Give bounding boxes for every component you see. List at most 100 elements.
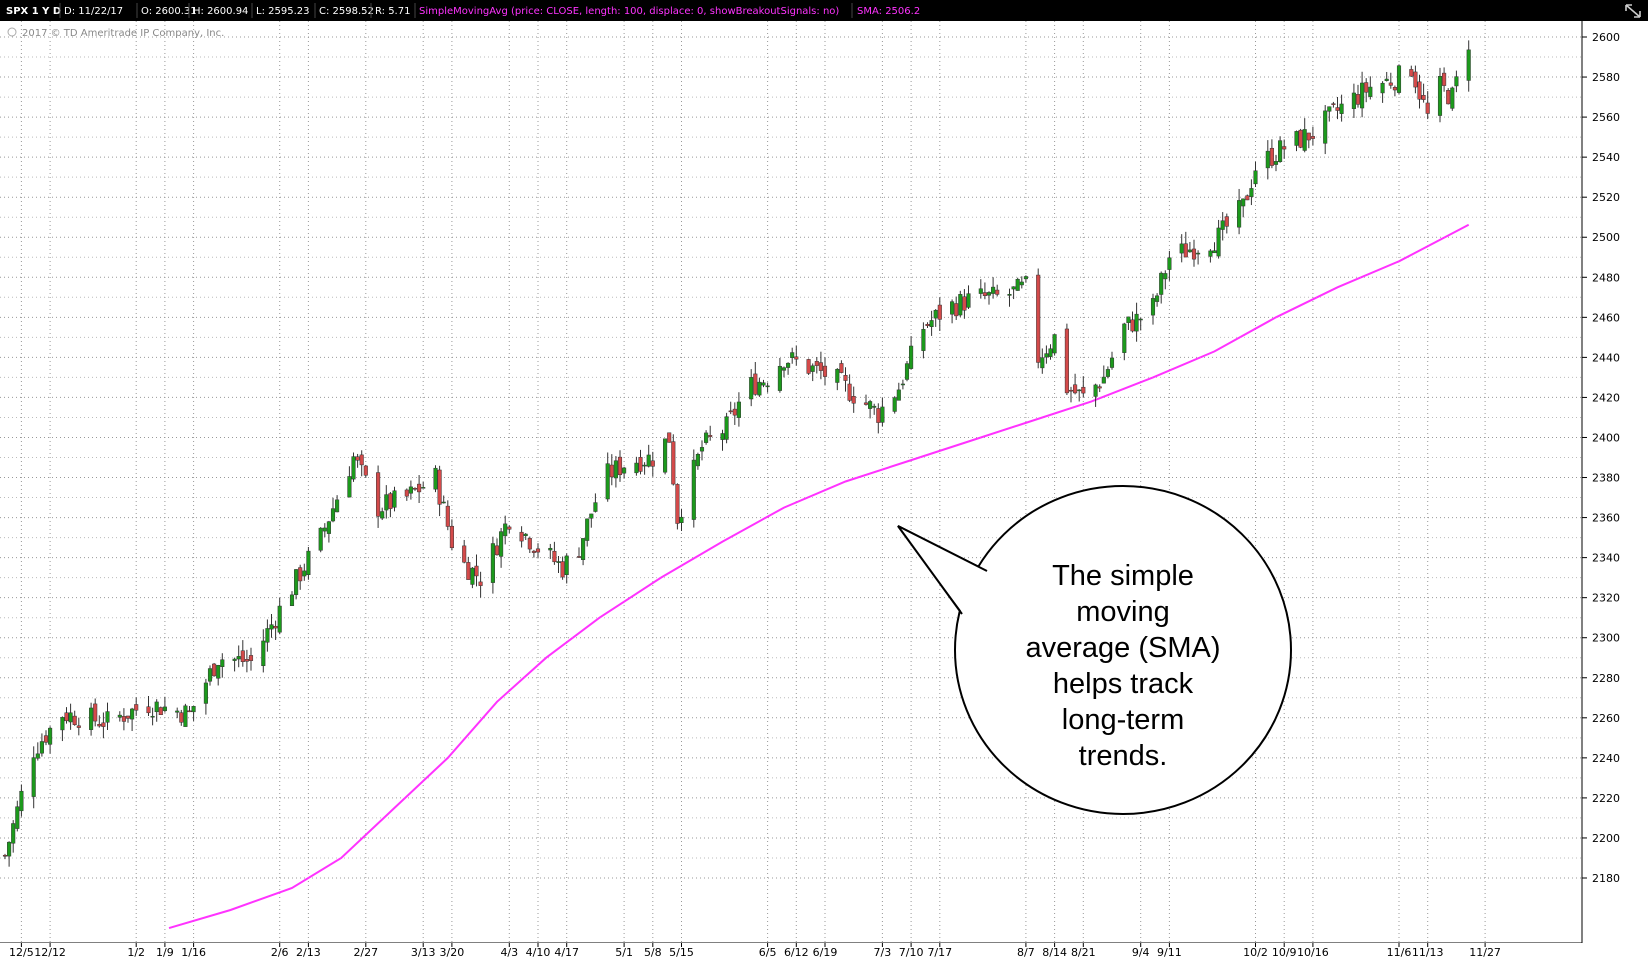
candle-body — [117, 714, 122, 718]
y-tick-label: 2520 — [1592, 191, 1620, 204]
candle-body — [1368, 86, 1373, 97]
candle-body — [421, 487, 426, 489]
candle-body — [35, 753, 40, 759]
candle-body — [76, 725, 81, 728]
candle-body — [732, 408, 737, 416]
study-label[interactable]: SimpleMovingAvg (price: CLOSE, length: 1… — [419, 6, 839, 17]
x-tick-label: 10/9 — [1272, 946, 1297, 958]
candle-body — [64, 712, 69, 722]
candle-body — [560, 561, 565, 578]
candle-body — [1273, 161, 1279, 165]
candle-body — [408, 486, 413, 494]
candle-body — [11, 823, 16, 844]
close-label: C: 2598.52 — [319, 6, 374, 17]
symbol-label[interactable]: SPX 1 Y D — [6, 6, 61, 17]
candle-body — [437, 469, 442, 505]
candle-body — [1466, 49, 1471, 81]
candle-body — [499, 531, 504, 557]
candle-body — [613, 460, 618, 479]
candle-body — [1073, 384, 1078, 394]
sma-line — [168, 223, 1470, 930]
candle-body — [1450, 87, 1455, 109]
candle-body — [675, 484, 680, 524]
x-tick-label: 6/19 — [813, 946, 838, 958]
candle-body — [929, 320, 934, 327]
candle-body — [1101, 376, 1106, 384]
candle-body — [48, 727, 53, 745]
candle-body — [1048, 348, 1053, 357]
candle-body — [441, 501, 446, 504]
candle-body — [97, 724, 102, 727]
candle-body — [154, 701, 159, 713]
grid — [0, 21, 1582, 943]
candle-body — [708, 435, 713, 437]
candle-body — [1245, 195, 1250, 201]
candle-body — [1355, 94, 1361, 105]
candle-body — [531, 550, 536, 553]
candle-body — [527, 538, 532, 550]
collapse-icon[interactable] — [1620, 1, 1644, 21]
candle-body — [507, 526, 512, 530]
candle-body — [609, 464, 614, 478]
candle-body — [1036, 274, 1041, 363]
range-label: R: 5.71 — [375, 6, 410, 17]
candle-body — [1081, 386, 1086, 394]
candle-body — [1323, 110, 1328, 144]
candle-body — [43, 735, 49, 743]
candle-body — [125, 715, 131, 719]
candle-body — [704, 432, 709, 443]
candle-body — [794, 356, 799, 360]
candle-body — [1109, 357, 1115, 368]
x-tick-label: 4/17 — [554, 946, 579, 958]
candle-body — [15, 806, 20, 829]
x-tick-label: 12/12 — [34, 946, 66, 958]
candle-body — [494, 545, 500, 556]
candle-body — [724, 416, 729, 440]
candle-body — [556, 561, 561, 563]
candle-body — [134, 704, 139, 711]
y-tick-label: 2440 — [1592, 351, 1620, 364]
candle-body — [1294, 131, 1299, 146]
candle-body — [950, 301, 955, 315]
candle-body — [445, 505, 450, 527]
callout-line-2: moving — [1076, 596, 1170, 628]
candle-body — [790, 352, 795, 358]
y-axis-ticks: 2180 2200 2220 2240 2260 2280 2300 2320 2340 2360… — [1582, 31, 1620, 885]
candle-body — [822, 365, 828, 377]
candle-body — [1380, 82, 1385, 94]
candle-body — [671, 441, 676, 485]
y-tick-label: 2500 — [1592, 231, 1620, 244]
candle-body — [1212, 250, 1217, 254]
candle-body — [1384, 78, 1389, 81]
candle-body — [1011, 286, 1016, 290]
y-tick-label: 2560 — [1592, 111, 1620, 124]
candle-body — [523, 533, 528, 537]
candle-body — [876, 408, 881, 423]
candle-body — [359, 454, 364, 466]
candle-body — [585, 518, 590, 541]
candle-body — [330, 508, 336, 522]
x-tick-label: 4/3 — [500, 946, 518, 958]
candle-body — [1360, 82, 1365, 109]
candle-body — [1007, 293, 1012, 296]
candle-body — [720, 433, 725, 440]
candle-body — [462, 545, 467, 563]
candle-body — [68, 712, 73, 723]
candle-body — [1388, 82, 1393, 86]
x-axis-ticks: 12/5 12/12 1/2 1/9 1/16 2/6 2/13 2/27 3/13 3/20 4/… — [9, 943, 1501, 958]
candle-body — [384, 494, 389, 511]
candle-body — [347, 476, 352, 498]
y-tick-label: 2280 — [1592, 672, 1620, 685]
candle-body — [1126, 316, 1131, 323]
candle-body — [642, 464, 647, 467]
candle-body — [1019, 281, 1024, 286]
candle-body — [130, 708, 135, 720]
candle-body — [1040, 357, 1045, 369]
candle-body — [904, 363, 910, 380]
candle-body — [1097, 386, 1102, 389]
y-tick-label: 2380 — [1592, 472, 1620, 485]
candle-body — [1265, 150, 1270, 169]
candle-body — [207, 668, 213, 682]
candle-body — [326, 521, 331, 534]
y-tick-label: 2420 — [1592, 391, 1620, 404]
